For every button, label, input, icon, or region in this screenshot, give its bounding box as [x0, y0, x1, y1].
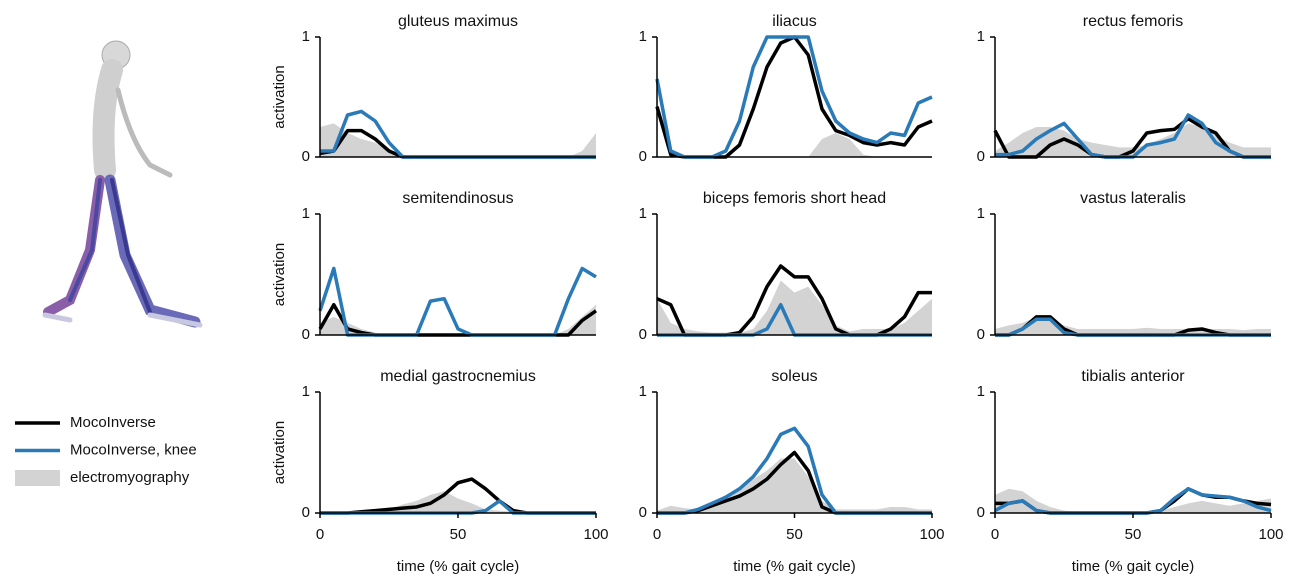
legend-swatch	[15, 470, 60, 486]
x-tick-label: 100	[919, 526, 944, 543]
y-tick-label: 0	[302, 504, 310, 521]
emg-area	[995, 488, 1271, 513]
legend-label: MocoInverse, knee	[70, 441, 197, 458]
y-tick-label: 0	[977, 504, 985, 521]
panel-title: vastus lateralis	[1080, 190, 1186, 207]
panel-title: iliacus	[772, 13, 816, 30]
y-axis-label: activation	[271, 421, 288, 484]
x-axis-label: time (% gait cycle)	[733, 558, 856, 575]
x-tick-label: 100	[583, 526, 608, 543]
y-axis-label: activation	[271, 65, 288, 128]
x-tick-label: 50	[1125, 526, 1142, 543]
y-tick-label: 0	[977, 326, 985, 343]
y-tick-label: 0	[639, 326, 647, 343]
y-tick-label: 1	[639, 383, 647, 400]
emg-area	[320, 491, 596, 513]
panel-title: soleus	[771, 368, 817, 385]
y-tick-label: 0	[302, 148, 310, 165]
y-axis-label: activation	[271, 243, 288, 306]
y-tick-label: 1	[977, 28, 985, 45]
emg-area	[657, 458, 932, 513]
emg-area	[995, 123, 1271, 157]
activation-line	[655, 35, 933, 159]
y-tick-label: 0	[639, 504, 647, 521]
x-tick-label: 0	[991, 526, 999, 543]
emg-area	[657, 280, 932, 335]
y-tick-label: 0	[977, 148, 985, 165]
y-tick-label: 1	[977, 205, 985, 222]
y-tick-label: 0	[639, 148, 647, 165]
legend-label: electromyography	[70, 469, 190, 486]
y-tick-label: 1	[977, 383, 985, 400]
x-tick-label: 50	[786, 526, 803, 543]
legend-label: MocoInverse	[70, 414, 156, 431]
panel-title: medial gastrocnemius	[380, 368, 536, 385]
y-tick-label: 1	[639, 205, 647, 222]
x-tick-label: 50	[450, 526, 467, 543]
activation-line	[318, 266, 597, 337]
panel-title: semitendinosus	[402, 190, 513, 207]
y-tick-label: 1	[302, 28, 310, 45]
x-tick-label: 0	[316, 526, 324, 543]
panel-title: rectus femoris	[1083, 13, 1183, 30]
y-tick-label: 1	[639, 28, 647, 45]
activation-line	[993, 116, 1271, 159]
emg-area	[320, 123, 596, 157]
panel-title: biceps femoris short head	[703, 190, 886, 207]
panel-title: tibialis anterior	[1081, 368, 1185, 385]
x-axis-label: time (% gait cycle)	[1072, 558, 1195, 575]
skeleton-illustration	[42, 40, 203, 328]
x-tick-label: 100	[1258, 526, 1283, 543]
y-tick-label: 0	[302, 326, 310, 343]
x-axis-label: time (% gait cycle)	[397, 558, 520, 575]
activation-line	[655, 35, 933, 159]
emg-area	[657, 133, 932, 157]
x-tick-label: 0	[653, 526, 661, 543]
y-tick-label: 1	[302, 205, 310, 222]
panel-title: gluteus maximus	[398, 13, 518, 30]
y-tick-label: 1	[302, 383, 310, 400]
